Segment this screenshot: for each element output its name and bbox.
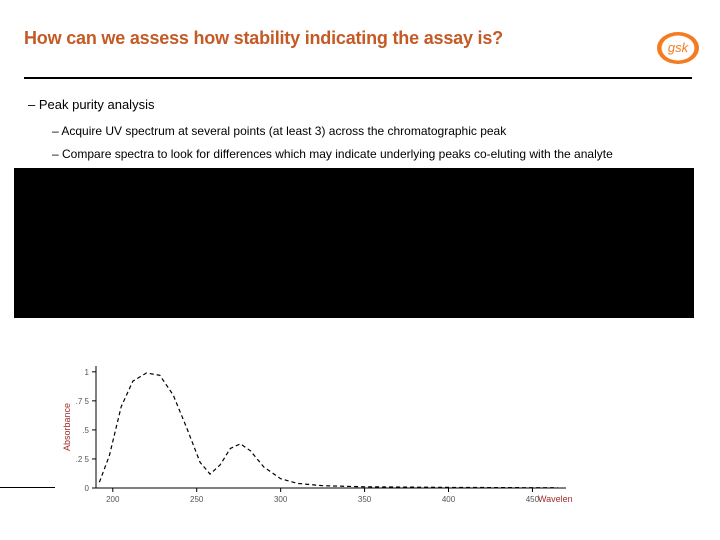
svg-text:250: 250 bbox=[190, 495, 204, 504]
svg-text:.7 5: .7 5 bbox=[76, 397, 90, 406]
bullet-list: Peak purity analysis Acquire UV spectrum… bbox=[24, 95, 696, 164]
svg-text:300: 300 bbox=[274, 495, 288, 504]
redacted-region bbox=[24, 168, 696, 318]
bullet-lvl1: Peak purity analysis bbox=[24, 95, 696, 116]
svg-text:1: 1 bbox=[85, 368, 90, 377]
svg-text:0: 0 bbox=[85, 484, 90, 493]
page-title: How can we assess how stability indicati… bbox=[24, 28, 503, 49]
svg-text:350: 350 bbox=[358, 495, 372, 504]
svg-text:Wavelength (nm): Wavelength (nm) bbox=[538, 494, 572, 504]
logo-text: gsk bbox=[668, 40, 690, 55]
bullet-lvl2: Compare spectra to look for differences … bbox=[24, 145, 696, 164]
svg-text:.2 5: .2 5 bbox=[76, 455, 90, 464]
gsk-logo: gsk bbox=[656, 26, 700, 75]
bullet-lvl2: Acquire UV spectrum at several points (a… bbox=[24, 122, 696, 141]
svg-text:200: 200 bbox=[106, 495, 120, 504]
uv-spectrum-chart: 0.2 5.5.7 51200250300350400450Absorbance… bbox=[62, 360, 572, 510]
svg-text:.5: .5 bbox=[82, 426, 89, 435]
header-rule bbox=[24, 77, 692, 79]
svg-text:Absorbance: Absorbance bbox=[62, 403, 72, 451]
svg-text:400: 400 bbox=[442, 495, 456, 504]
footer-rule-fragment bbox=[0, 487, 55, 488]
